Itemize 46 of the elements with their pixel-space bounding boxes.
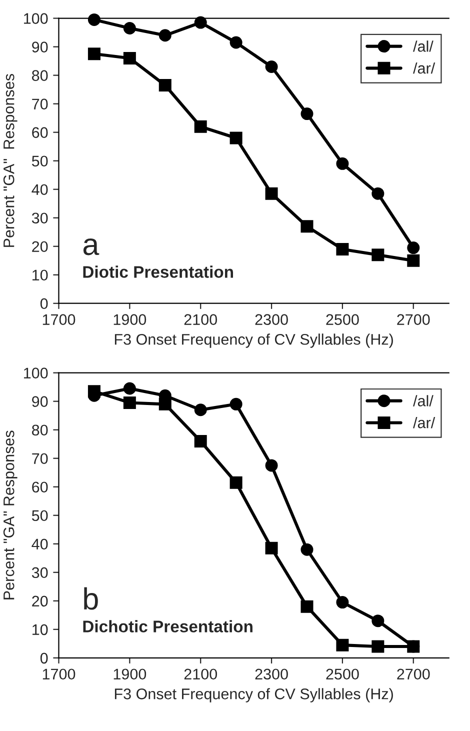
x-tick-label: 1700 [42, 314, 76, 326]
x-tick-label: 2300 [255, 668, 288, 680]
x-tick-label: 2500 [326, 314, 359, 326]
annotation: Dichotic Presentation [83, 620, 252, 632]
legend-label: /ar/ [413, 62, 436, 74]
annotation: a [83, 238, 100, 256]
x-tick-label: 1700 [42, 668, 76, 680]
y-tick-label: 10 [32, 270, 48, 281]
x-tick-label: 2100 [184, 314, 217, 326]
y-tick-label: 20 [32, 241, 48, 252]
y-tick-label: 30 [32, 567, 48, 578]
y-tick-label: 0 [40, 652, 48, 664]
y-tick-label: 90 [32, 42, 48, 52]
y-axis-title: Percent "GA" Responses [3, 74, 18, 247]
x-tick-label: 2700 [397, 668, 430, 680]
annotation: Diotic Presentation [83, 266, 234, 278]
y-tick-label: 20 [32, 596, 48, 607]
y-tick-label: 50 [32, 156, 48, 167]
y-axis-title: Percent "GA" Responses [3, 430, 18, 600]
y-tick-label: 100 [24, 13, 48, 24]
y-tick-label: 50 [32, 510, 48, 522]
x-tick-label: 2700 [397, 314, 430, 326]
y-tick-label: 30 [32, 212, 48, 224]
y-tick-label: 90 [32, 396, 48, 408]
y-tick-label: 10 [32, 624, 48, 636]
x-tick-label: 2500 [326, 668, 359, 680]
x-tick-label: 2300 [255, 314, 288, 326]
x-tick-label: 2100 [184, 668, 217, 680]
legend-label: /al/ [413, 40, 434, 52]
y-tick-label: 100 [24, 368, 48, 378]
x-tick-label: 1900 [114, 314, 146, 326]
y-tick-label: 70 [32, 98, 48, 110]
y-tick-label: 0 [40, 298, 48, 310]
y-tick-label: 60 [32, 127, 48, 138]
x-axis-title: F3 Onset Frequency of CV Syllables (Hz) [114, 688, 393, 702]
x-axis-title: F3 Onset Frequency of CV Syllables (Hz) [114, 334, 393, 348]
y-tick-label: 40 [32, 184, 48, 196]
y-tick-label: 80 [32, 424, 48, 436]
y-tick-label: 60 [32, 482, 48, 493]
x-tick-label: 1900 [114, 668, 146, 680]
legend-label: /ar/ [413, 416, 436, 428]
y-tick-label: 70 [32, 453, 48, 464]
legend-label: /al/ [413, 395, 434, 406]
y-tick-label: 80 [32, 70, 48, 81]
annotation: b [84, 587, 98, 610]
y-tick-label: 40 [32, 538, 48, 550]
